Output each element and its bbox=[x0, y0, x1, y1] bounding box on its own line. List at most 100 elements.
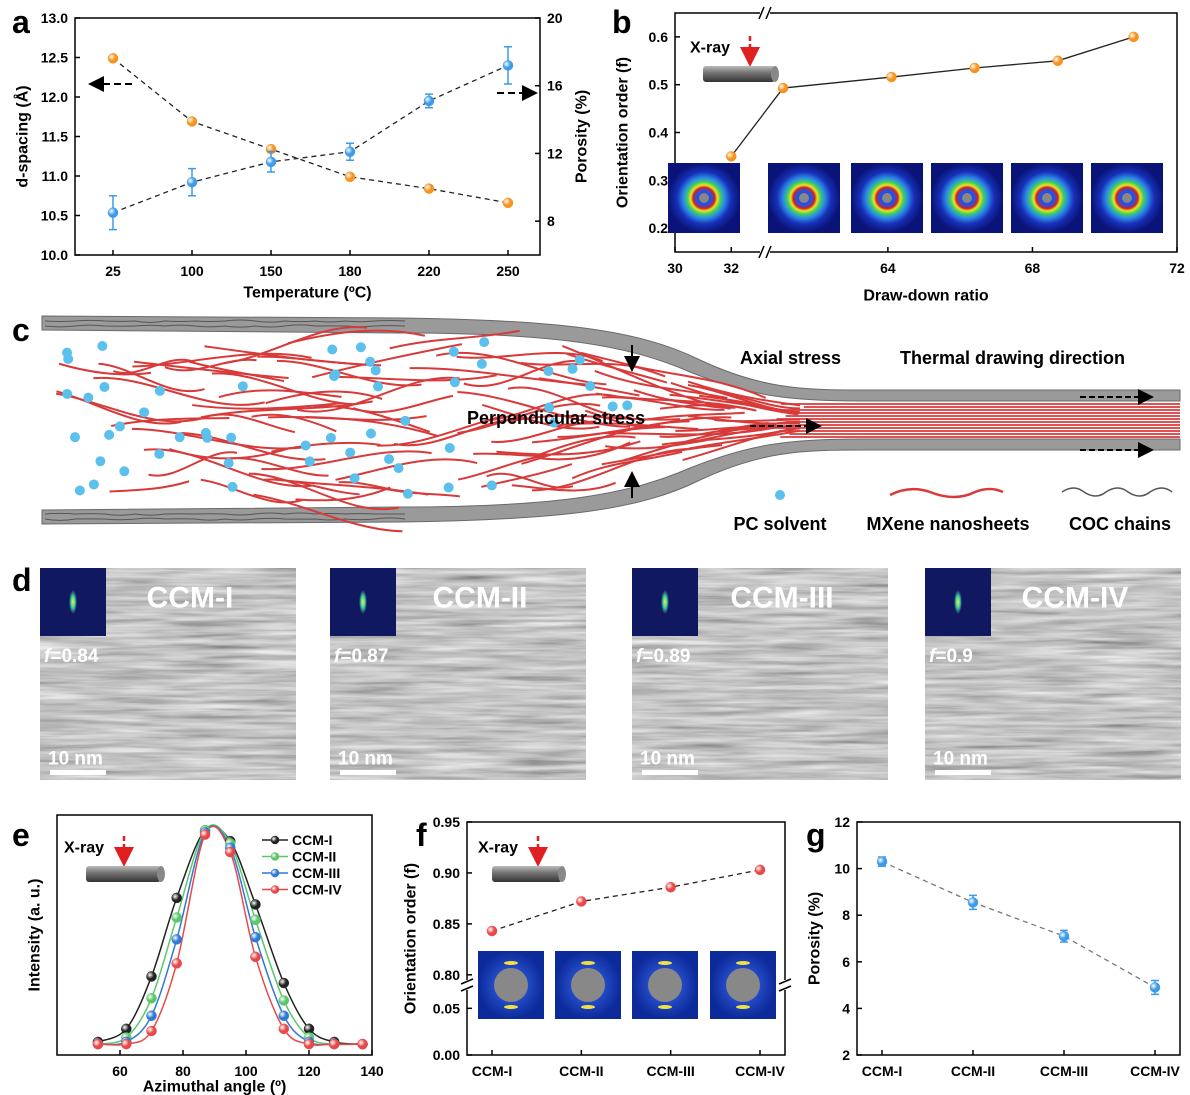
y-tick-label: 0.05 bbox=[433, 1000, 460, 1016]
annotation: X-ray bbox=[478, 840, 518, 857]
beam-stop bbox=[799, 193, 809, 203]
pc-solvent bbox=[99, 382, 109, 392]
pc-solvent bbox=[543, 366, 553, 376]
x-tick-label: 100 bbox=[234, 1063, 258, 1079]
scale-bar-label: 10 nm bbox=[338, 749, 393, 770]
plot-frame bbox=[467, 822, 785, 1055]
x-tick-label: 60 bbox=[112, 1063, 128, 1079]
y-tick-label: 0.95 bbox=[433, 814, 460, 830]
pc-solvent bbox=[226, 433, 236, 443]
mxene-nanosheet bbox=[165, 360, 257, 371]
x-tick-label: CCM-II bbox=[559, 1063, 603, 1079]
x-tick-label: 25 bbox=[105, 263, 121, 279]
scale-bar-label: 10 nm bbox=[640, 749, 695, 770]
series-line bbox=[731, 37, 1133, 156]
x-axis-title: Azimuthal angle (º) bbox=[143, 1079, 287, 1095]
data-point bbox=[250, 899, 260, 909]
pc-solvent bbox=[373, 381, 383, 391]
x-tick-label: CCM-IV bbox=[735, 1063, 785, 1079]
orientation-label: f=0.89 bbox=[636, 646, 690, 667]
beam-stop bbox=[571, 968, 605, 1002]
data-point bbox=[345, 172, 355, 182]
data-point bbox=[172, 913, 182, 923]
y-tick-label: 10.0 bbox=[41, 247, 68, 263]
y-tick-label: 11.5 bbox=[42, 129, 69, 145]
x-tick-label: 68 bbox=[1025, 260, 1041, 276]
data-point bbox=[1059, 931, 1069, 941]
x-tick-label: 72 bbox=[1169, 260, 1185, 276]
pc-solvent bbox=[104, 430, 114, 440]
data-point bbox=[755, 865, 765, 875]
scale-bar-label: 10 nm bbox=[48, 749, 103, 770]
fiber-end bbox=[157, 866, 165, 882]
data-point bbox=[250, 932, 260, 942]
data-point bbox=[304, 1039, 314, 1049]
fft-spot bbox=[661, 590, 669, 614]
y-tick-label: 12 bbox=[834, 814, 850, 830]
pc-solvent bbox=[371, 365, 381, 375]
y-axis-title: Orientation order (f) bbox=[615, 57, 632, 208]
data-point bbox=[503, 60, 513, 70]
data-point bbox=[172, 934, 182, 944]
mxene-nanosheet bbox=[458, 454, 562, 480]
mxene-nanosheet bbox=[93, 378, 264, 405]
series-line bbox=[113, 58, 508, 203]
y2-tick-label: 16 bbox=[547, 78, 563, 94]
pc-solvent bbox=[83, 393, 93, 403]
data-point bbox=[576, 896, 586, 906]
data-point bbox=[225, 847, 235, 857]
data-point bbox=[970, 63, 980, 73]
legend-marker bbox=[271, 886, 279, 894]
pc-solvent bbox=[487, 480, 497, 490]
data-point bbox=[1053, 56, 1063, 66]
scale-bar bbox=[935, 770, 991, 775]
data-point bbox=[108, 53, 118, 63]
fiber-icon bbox=[86, 866, 161, 882]
annotation: Axial stress bbox=[740, 348, 841, 368]
y-tick-label: 4 bbox=[842, 1000, 850, 1016]
y-tick-label: 11.0 bbox=[42, 168, 69, 184]
legend-label: COC chains bbox=[1069, 514, 1171, 534]
data-point bbox=[147, 971, 157, 981]
beam-stop bbox=[962, 193, 972, 203]
scatter-arc bbox=[581, 1005, 595, 1009]
sign: = bbox=[935, 646, 946, 667]
y-tick-label: 0.4 bbox=[649, 125, 669, 141]
pc-solvent bbox=[568, 364, 578, 374]
pc-solvent bbox=[356, 342, 366, 352]
annotation: X-ray bbox=[690, 40, 730, 57]
pc-solvent bbox=[444, 482, 454, 492]
value: 0.9 bbox=[946, 646, 972, 667]
y-tick-label: 0.3 bbox=[649, 172, 669, 188]
data-point bbox=[147, 1011, 157, 1021]
pc-solvent bbox=[365, 357, 375, 367]
legend-symbol bbox=[890, 489, 1003, 497]
y2-tick-label: 20 bbox=[547, 10, 563, 26]
y-tick-label: 0.5 bbox=[649, 77, 669, 93]
fft-spot bbox=[69, 590, 77, 614]
beam-stop bbox=[699, 193, 709, 203]
pc-solvent bbox=[62, 389, 72, 399]
pc-solvent bbox=[450, 377, 460, 387]
data-point bbox=[886, 72, 896, 82]
fiber-icon bbox=[703, 66, 775, 82]
value: 0.89 bbox=[653, 646, 690, 667]
data-point bbox=[503, 198, 513, 208]
data-point bbox=[329, 1039, 339, 1049]
data-point bbox=[121, 1039, 131, 1049]
data-point bbox=[1150, 982, 1160, 992]
y-tick-label: 0.2 bbox=[649, 220, 669, 236]
pc-solvent bbox=[201, 428, 211, 438]
data-point bbox=[279, 1011, 289, 1021]
x-tick-label: CCM-II bbox=[951, 1063, 995, 1079]
annotation: X-ray bbox=[64, 840, 104, 857]
y-axis-title: Intensity (a. u.) bbox=[27, 879, 44, 992]
pc-solvent bbox=[479, 337, 489, 347]
data-point bbox=[250, 952, 260, 962]
y-tick-label: 0.6 bbox=[649, 29, 669, 45]
x-tick-label: CCM-III bbox=[1040, 1063, 1088, 1079]
beam-stop bbox=[494, 968, 528, 1002]
x-tick-label: 220 bbox=[417, 263, 441, 279]
annotation: Thermal drawing direction bbox=[900, 348, 1125, 368]
y-tick-label: 0.00 bbox=[433, 1047, 460, 1063]
